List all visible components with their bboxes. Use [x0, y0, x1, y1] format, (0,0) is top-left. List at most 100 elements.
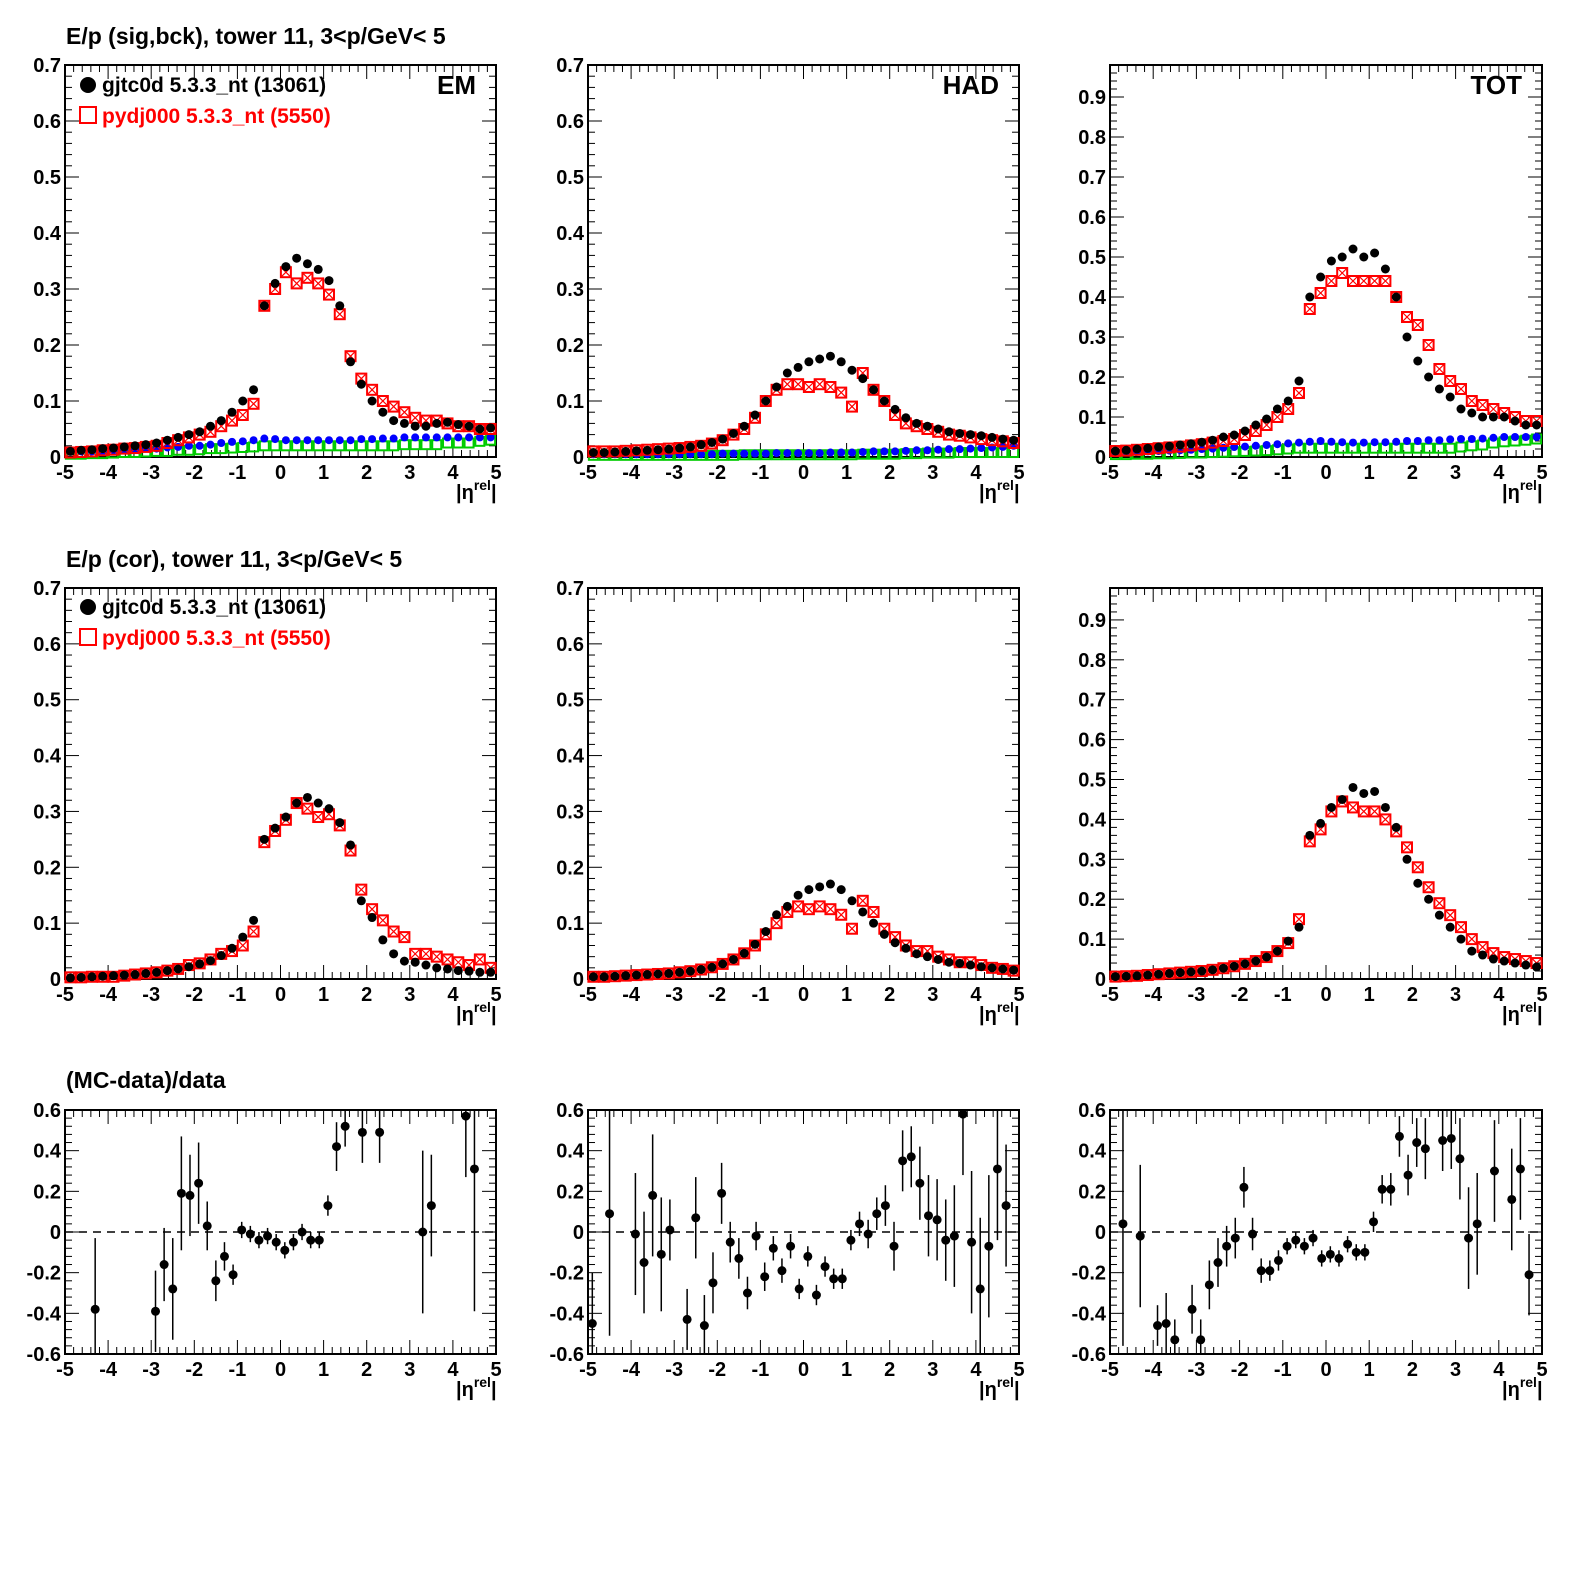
mc-point-cross	[1402, 842, 1412, 852]
panel-em-sig: -5 -4 -3 -2 -1 0 1 2 3 4 5 0 0.1 0.2 0.3 0.4 0.5 0.6 0.7 |η…	[33, 55, 501, 504]
data-point	[313, 264, 323, 274]
bkg-mc-point	[1433, 442, 1445, 454]
bkg-data-point	[357, 435, 366, 444]
data-point	[1521, 960, 1531, 970]
x-tick-label: 0	[275, 1359, 286, 1381]
data-point	[685, 966, 695, 976]
data-point	[1326, 256, 1336, 266]
x-axis-label-end: |	[1537, 482, 1543, 504]
mc-point	[845, 922, 858, 935]
ratio-point	[777, 1266, 787, 1276]
data-point	[1424, 372, 1434, 382]
panel-tot-sig: -5 -4 -3 -2 -1 0 1 2 3 4 5 0 0.1 0.2 0.3 0.4 0.5 0.6 0.7 0.…	[1078, 64, 1548, 504]
data-point	[238, 396, 248, 406]
bkg-data-point	[697, 450, 706, 459]
data-point	[1305, 830, 1315, 840]
bkg-data-point	[718, 449, 727, 458]
ratio-point	[1308, 1233, 1318, 1243]
ratio-point	[1334, 1253, 1344, 1263]
data-point	[281, 812, 291, 822]
data-point	[761, 396, 771, 406]
y-tick-label: 0.7	[33, 578, 61, 600]
x-tick-label: -1	[229, 1359, 247, 1381]
data-point	[1348, 782, 1358, 792]
data-point	[130, 970, 140, 980]
data-point	[599, 972, 609, 982]
data-point	[955, 428, 965, 438]
data-point	[728, 428, 738, 438]
y-tick-label: -0.4	[1072, 1303, 1107, 1325]
bkg-data-point	[923, 446, 932, 455]
bkg-data-point	[837, 448, 846, 457]
x-tick-label: -4	[622, 984, 641, 1006]
ratio-point	[237, 1225, 247, 1235]
mc-point-cross	[826, 904, 835, 914]
data-point	[1240, 959, 1250, 969]
mc-point	[1411, 861, 1424, 874]
x-axis-label: |ηrel|	[1502, 477, 1543, 504]
bkg-data-point	[1521, 433, 1530, 441]
bkg-data-point	[934, 445, 943, 454]
data-point	[259, 301, 269, 311]
bkg-data-point	[901, 446, 910, 455]
ratio-point	[992, 1164, 1002, 1174]
y-tick-label: 0.1	[556, 913, 584, 935]
y-tick-label: 0.6	[556, 111, 584, 133]
mc-point	[312, 277, 325, 290]
data-point	[782, 368, 792, 378]
mc-point-cross	[1456, 384, 1466, 394]
data-point	[912, 418, 922, 428]
mc-point	[1433, 363, 1446, 375]
y-tick-label: 0.4	[33, 746, 62, 768]
ratio-point	[1369, 1217, 1379, 1227]
data-point	[1467, 408, 1477, 418]
mc-point	[376, 914, 389, 927]
ratio-point	[185, 1190, 195, 1200]
mc-point-cross	[1283, 404, 1293, 414]
data-point	[1283, 936, 1293, 946]
ratio-point	[357, 1127, 367, 1137]
y-tick-label: 0.6	[33, 1100, 61, 1122]
data-point	[1154, 442, 1164, 452]
mc-point	[473, 953, 486, 966]
data-point	[739, 421, 749, 431]
bkg-data-point	[432, 433, 441, 442]
bkg-data-point	[1424, 436, 1433, 445]
ratio-point	[219, 1251, 229, 1261]
mc-point-cross	[1445, 376, 1455, 386]
data-point	[1175, 440, 1185, 450]
ratio-point	[1170, 1335, 1180, 1345]
y-tick-label: 0.8	[1078, 650, 1106, 672]
data-point	[1445, 922, 1455, 932]
x-tick-label: -5	[1101, 462, 1119, 484]
data-point	[944, 427, 954, 437]
data-point	[216, 951, 226, 961]
data-point	[1283, 396, 1293, 406]
mc-point	[835, 386, 848, 399]
ratio-point	[1196, 1335, 1206, 1345]
data-point	[675, 443, 685, 453]
data-point	[281, 262, 291, 272]
bkg-data-point	[1251, 441, 1260, 450]
ratio-point	[1265, 1266, 1275, 1276]
bkg-data-point	[206, 440, 215, 449]
mc-point-cross	[421, 949, 431, 959]
plots: -5 -4 -3 -2 -1 0 1 2 3 4 5 0 0.1 0.2 0.3 0.4 0.5 0.6 0.7 |η…	[27, 55, 1548, 1401]
data-point	[1434, 910, 1444, 920]
mc-point-cross	[389, 927, 399, 936]
data-point	[270, 278, 280, 288]
data-point	[475, 424, 485, 434]
data-point	[869, 385, 879, 395]
x-tick-label: 4	[447, 1359, 459, 1381]
bkg-data-point	[217, 439, 226, 447]
y-tick-label: 0.5	[556, 690, 584, 712]
data-point	[1251, 956, 1261, 966]
bkg-data-point	[826, 448, 835, 457]
y-tick-label: 0.6	[1078, 1100, 1106, 1122]
data-point	[588, 972, 598, 982]
x-tick-label: 1	[1364, 462, 1375, 484]
ratio-point	[863, 1229, 873, 1239]
y-tick-label: -0.2	[550, 1263, 584, 1285]
mc-point-cross	[826, 382, 835, 392]
mc-point-cross	[303, 273, 312, 283]
